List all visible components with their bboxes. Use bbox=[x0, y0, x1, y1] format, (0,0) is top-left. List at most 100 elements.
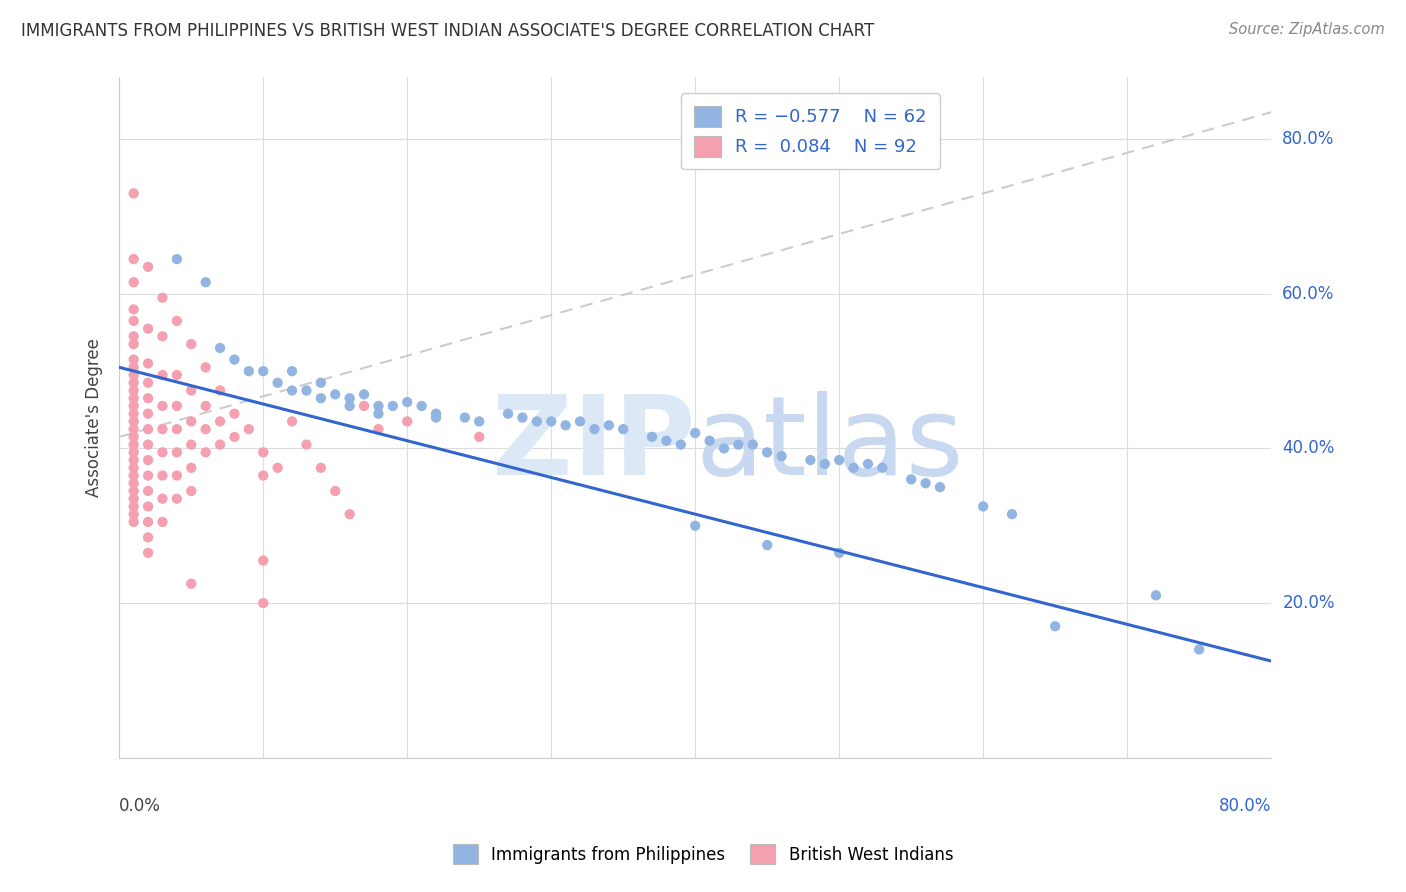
Point bbox=[683, 518, 706, 533]
Point bbox=[122, 302, 145, 317]
Point bbox=[238, 364, 260, 378]
Point bbox=[122, 500, 145, 514]
Point bbox=[152, 468, 174, 483]
Point bbox=[699, 434, 721, 448]
Point bbox=[381, 399, 404, 413]
Point bbox=[122, 275, 145, 289]
Point bbox=[799, 453, 821, 467]
Point bbox=[194, 360, 217, 375]
Point bbox=[122, 491, 145, 506]
Point bbox=[367, 399, 389, 413]
Point bbox=[166, 491, 188, 506]
Point bbox=[136, 376, 159, 390]
Text: 40.0%: 40.0% bbox=[1282, 440, 1334, 458]
Point bbox=[814, 457, 837, 471]
Point bbox=[1043, 619, 1066, 633]
Point bbox=[252, 596, 274, 610]
Point bbox=[122, 407, 145, 421]
Point bbox=[122, 476, 145, 491]
Legend: Immigrants from Philippines, British West Indians: Immigrants from Philippines, British Wes… bbox=[446, 838, 960, 871]
Point bbox=[295, 384, 318, 398]
Point bbox=[367, 407, 389, 421]
Point bbox=[309, 391, 332, 405]
Point bbox=[295, 437, 318, 451]
Point bbox=[323, 483, 346, 498]
Text: 0.0%: 0.0% bbox=[120, 797, 162, 814]
Point bbox=[166, 445, 188, 459]
Point bbox=[180, 384, 202, 398]
Point bbox=[122, 368, 145, 382]
Point bbox=[756, 445, 779, 459]
Point bbox=[194, 399, 217, 413]
Point bbox=[194, 445, 217, 459]
Point bbox=[166, 368, 188, 382]
Point bbox=[641, 430, 664, 444]
Point bbox=[136, 407, 159, 421]
Point bbox=[281, 364, 304, 378]
Point bbox=[856, 457, 879, 471]
Point bbox=[309, 376, 332, 390]
Point bbox=[1188, 642, 1211, 657]
Point bbox=[122, 460, 145, 475]
Point bbox=[136, 260, 159, 274]
Point bbox=[411, 399, 433, 413]
Point bbox=[655, 434, 678, 448]
Point bbox=[136, 483, 159, 498]
Point bbox=[166, 314, 188, 328]
Point bbox=[828, 546, 851, 560]
Point bbox=[914, 476, 936, 491]
Point bbox=[122, 399, 145, 413]
Point bbox=[396, 395, 419, 409]
Text: 80.0%: 80.0% bbox=[1219, 797, 1271, 814]
Point bbox=[713, 442, 735, 456]
Point bbox=[540, 414, 562, 428]
Point bbox=[512, 410, 534, 425]
Point bbox=[872, 460, 894, 475]
Text: 60.0%: 60.0% bbox=[1282, 285, 1334, 303]
Point bbox=[166, 399, 188, 413]
Point bbox=[136, 321, 159, 335]
Point bbox=[770, 449, 793, 463]
Point bbox=[122, 360, 145, 375]
Point bbox=[122, 453, 145, 467]
Point bbox=[252, 364, 274, 378]
Point bbox=[323, 387, 346, 401]
Point bbox=[122, 391, 145, 405]
Text: 80.0%: 80.0% bbox=[1282, 130, 1334, 148]
Point bbox=[152, 445, 174, 459]
Point bbox=[209, 437, 232, 451]
Point bbox=[180, 576, 202, 591]
Point bbox=[583, 422, 606, 436]
Point bbox=[683, 425, 706, 440]
Text: IMMIGRANTS FROM PHILIPPINES VS BRITISH WEST INDIAN ASSOCIATE'S DEGREE CORRELATIO: IMMIGRANTS FROM PHILIPPINES VS BRITISH W… bbox=[21, 22, 875, 40]
Point bbox=[367, 422, 389, 436]
Point bbox=[136, 468, 159, 483]
Point bbox=[152, 515, 174, 529]
Point bbox=[929, 480, 952, 494]
Point bbox=[281, 384, 304, 398]
Point bbox=[339, 391, 361, 405]
Point bbox=[152, 422, 174, 436]
Point bbox=[122, 468, 145, 483]
Point bbox=[122, 376, 145, 390]
Point bbox=[122, 430, 145, 444]
Point bbox=[122, 437, 145, 451]
Point bbox=[152, 291, 174, 305]
Point bbox=[741, 437, 763, 451]
Point bbox=[252, 468, 274, 483]
Point bbox=[136, 530, 159, 544]
Point bbox=[526, 414, 548, 428]
Point bbox=[122, 422, 145, 436]
Point bbox=[209, 414, 232, 428]
Point bbox=[136, 356, 159, 370]
Point bbox=[252, 553, 274, 567]
Point bbox=[122, 186, 145, 201]
Point bbox=[828, 453, 851, 467]
Point bbox=[468, 430, 491, 444]
Point bbox=[972, 500, 994, 514]
Point bbox=[842, 460, 865, 475]
Point bbox=[122, 414, 145, 428]
Point bbox=[612, 422, 634, 436]
Point bbox=[281, 414, 304, 428]
Point bbox=[152, 368, 174, 382]
